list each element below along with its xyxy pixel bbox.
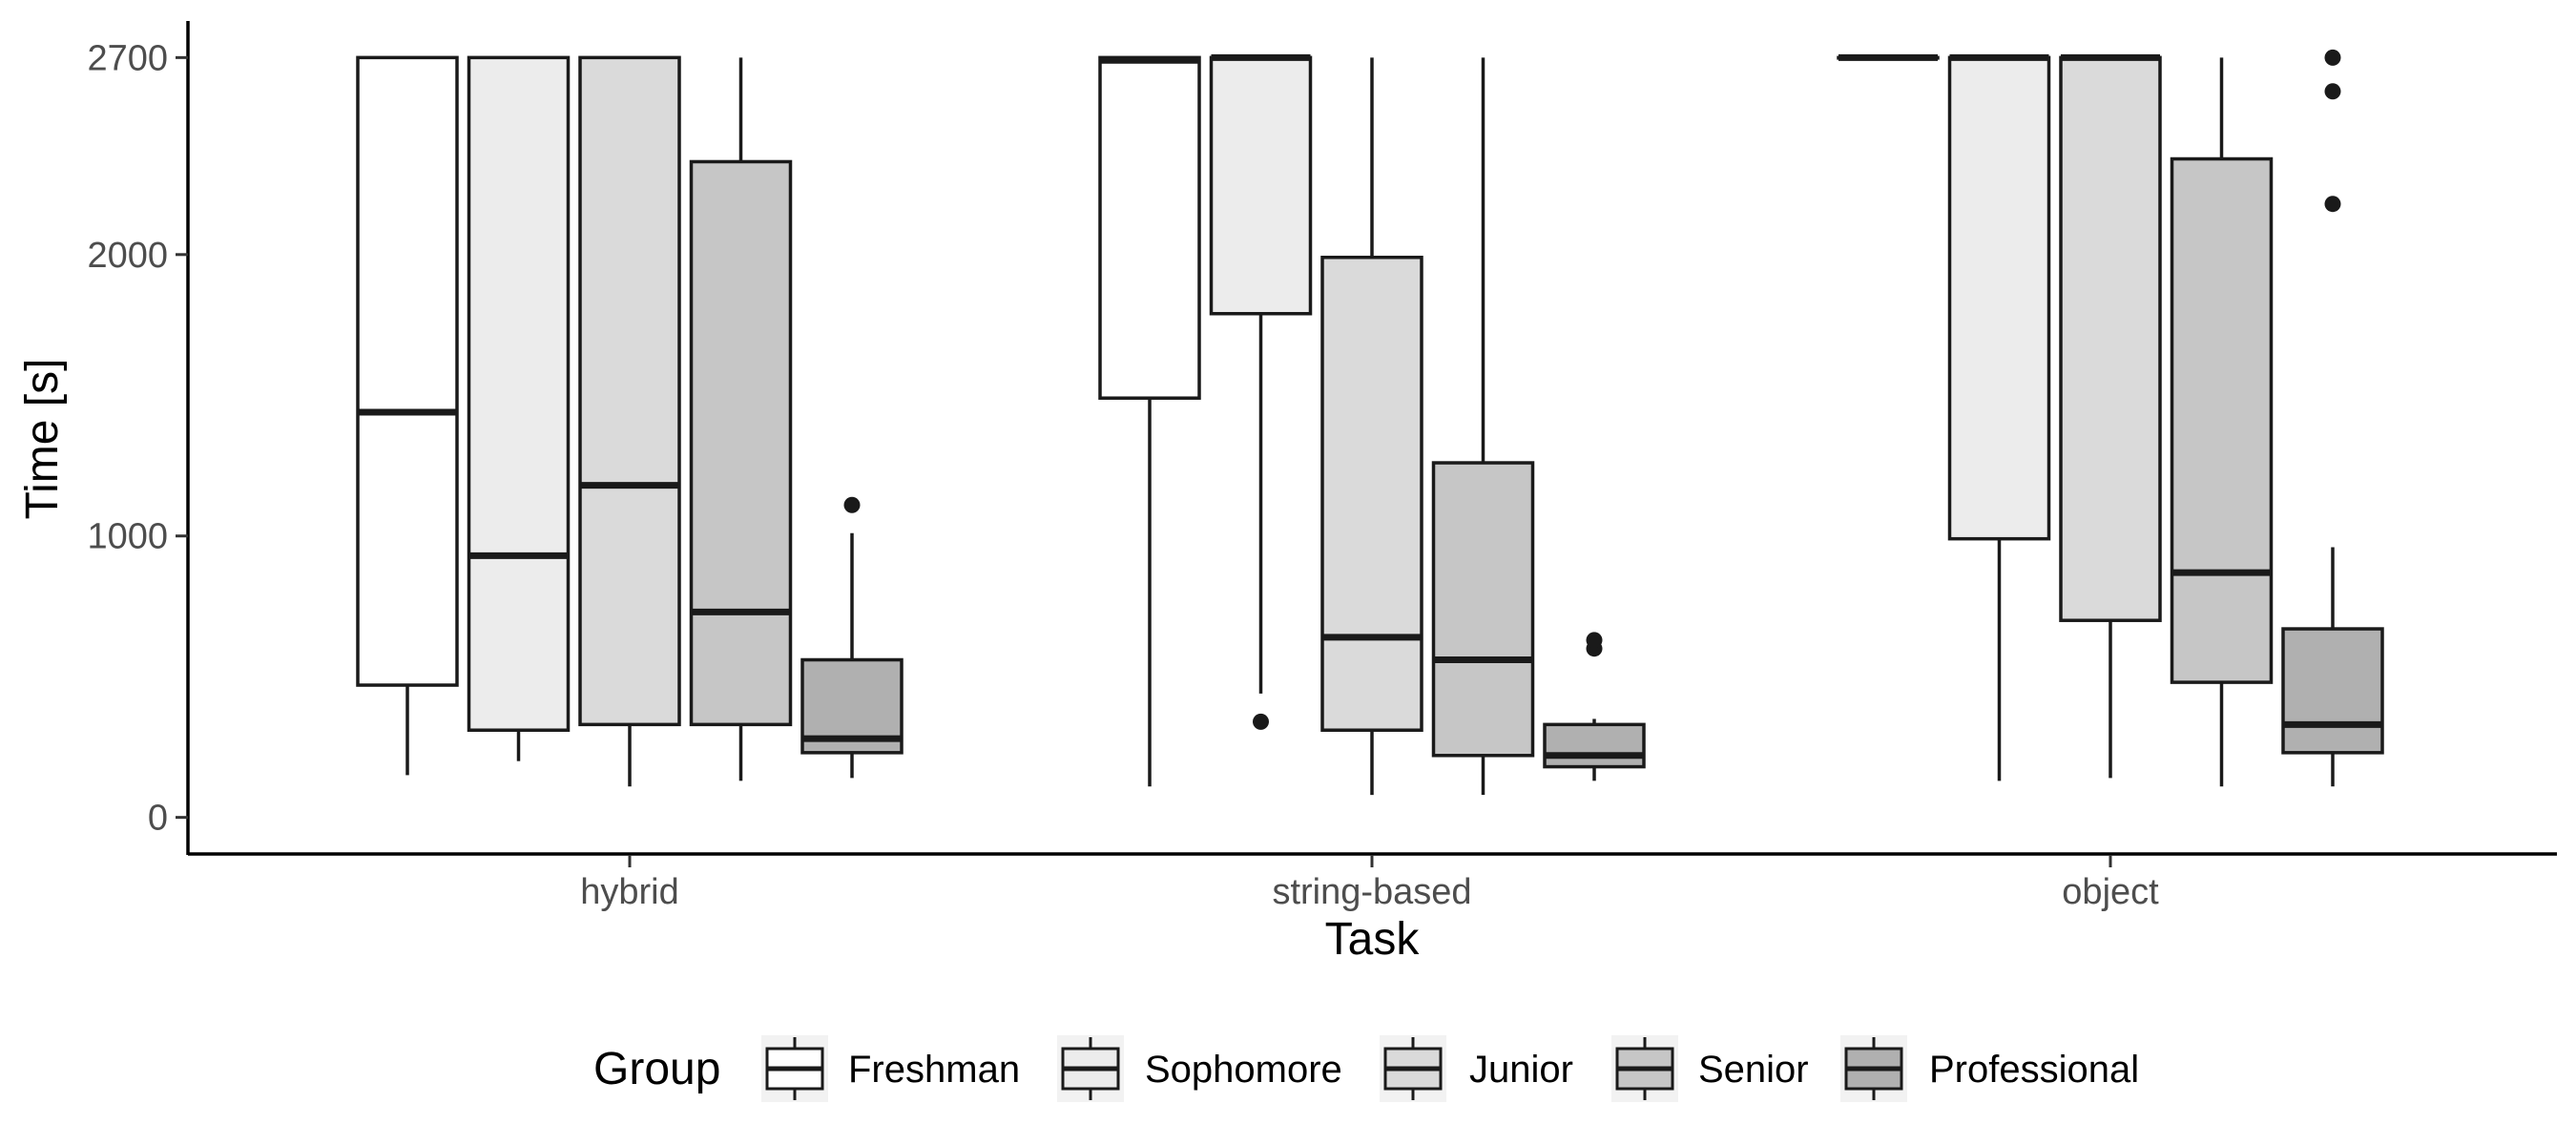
box-freshman — [356, 55, 459, 776]
box-junior — [2059, 53, 2162, 779]
legend-key-senior — [1611, 1035, 1678, 1102]
box-junior — [578, 55, 681, 787]
y-tick-label: 2000 — [87, 236, 168, 276]
legend-key-junior — [1380, 1035, 1446, 1102]
x-ticks: hybrid string-based object — [580, 855, 2159, 912]
box-professional — [800, 496, 904, 779]
box-professional — [1543, 632, 1646, 781]
legend-label: Junior — [1469, 1049, 1573, 1091]
legend-key-professional — [1840, 1035, 1907, 1102]
box-body — [467, 55, 571, 732]
x-axis-title: Task — [1325, 914, 1421, 965]
box-freshman — [1837, 53, 1940, 61]
box-body — [1320, 255, 1423, 732]
box-senior — [2170, 57, 2274, 787]
y-tick-label: 1000 — [87, 517, 168, 557]
outlier-point — [1253, 713, 1269, 730]
y-ticks: 0 1000 2000 2700 — [87, 38, 188, 839]
box-body — [2281, 627, 2384, 755]
y-axis-title: Time [s] — [17, 359, 68, 520]
box-body — [356, 55, 459, 687]
box-senior — [689, 57, 793, 781]
box-sophomore — [1209, 53, 1313, 730]
legend-label: Senior — [1698, 1049, 1809, 1091]
outlier-point — [1586, 632, 1603, 649]
box-junior — [1320, 57, 1423, 796]
x-tick-label: string-based — [1272, 872, 1471, 912]
outlier-point — [2324, 196, 2341, 213]
box-body — [1431, 461, 1535, 758]
legend-label: Sophomore — [1145, 1049, 1342, 1091]
box-body — [1209, 55, 1313, 316]
legend: Group Freshman Sophomore Junior Senior Profe… — [593, 1035, 2139, 1102]
legend-label: Freshman — [848, 1049, 1020, 1091]
legend-key-freshman — [761, 1035, 828, 1102]
box-sophomore — [1947, 53, 2051, 781]
box-sophomore — [467, 55, 571, 761]
legend-title: Group — [593, 1044, 720, 1094]
box-senior — [1431, 57, 1535, 796]
x-tick-label: hybrid — [580, 872, 679, 912]
box-body — [2059, 55, 2162, 622]
box-body — [578, 55, 681, 727]
box-body — [2170, 156, 2274, 684]
box-body — [1947, 55, 2051, 541]
box-body — [689, 159, 793, 727]
box-body — [1098, 55, 1201, 400]
axes — [186, 21, 2557, 856]
outlier-point — [843, 496, 861, 513]
legend-key-sophomore — [1057, 1035, 1124, 1102]
outlier-point — [2324, 83, 2341, 100]
y-tick-label: 2700 — [87, 38, 168, 78]
box-freshman — [1098, 55, 1201, 787]
outlier-point — [2324, 49, 2341, 66]
y-tick-label: 0 — [148, 799, 168, 839]
plot-area — [356, 49, 2384, 796]
box-body — [1543, 722, 1646, 769]
x-tick-label: object — [2062, 872, 2159, 912]
box-professional — [2281, 49, 2384, 787]
legend-label: Professional — [1929, 1049, 2139, 1091]
